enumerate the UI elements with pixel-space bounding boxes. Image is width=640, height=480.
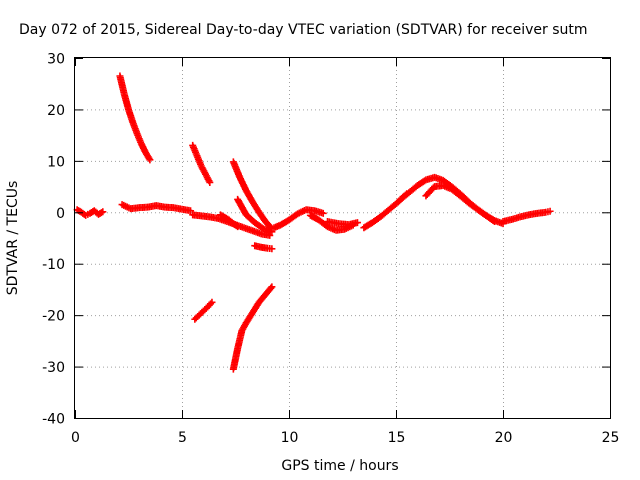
series-arc-14 — [324, 218, 361, 229]
data-point — [319, 209, 327, 217]
y-tick-label: -40 — [42, 412, 65, 428]
data-point — [267, 284, 275, 292]
data-point — [232, 222, 240, 230]
data-point — [187, 207, 195, 215]
series-arc-1 — [73, 206, 107, 219]
data-point — [268, 245, 276, 253]
y-tick-label: 20 — [47, 103, 65, 119]
series-arc-16 — [396, 173, 498, 226]
series-arc-18 — [499, 207, 554, 226]
data-point — [546, 207, 554, 215]
x-axis-title: GPS time / hours — [281, 458, 398, 474]
series-arc-8 — [229, 158, 276, 233]
data-point — [353, 219, 361, 227]
data-point — [234, 223, 242, 231]
data-point — [146, 156, 154, 164]
x-tick-label: 5 — [178, 430, 187, 446]
y-tick-label: -20 — [42, 309, 65, 325]
grid-layer — [75, 58, 610, 418]
series-arc-2 — [116, 72, 154, 164]
series-arc-7 — [217, 211, 242, 231]
x-tick-label: 15 — [388, 430, 406, 446]
data-point — [489, 216, 497, 224]
data-point — [97, 209, 105, 217]
data-point — [145, 154, 153, 162]
data-point — [206, 178, 214, 186]
y-tick-label: 0 — [56, 206, 65, 222]
data-layer — [73, 72, 554, 373]
data-point — [268, 283, 276, 291]
series-arc-6 — [191, 298, 216, 323]
data-point — [421, 177, 429, 185]
tick-layer: -40 -30 -20 -10 0 10 20 30 0 5 10 15 20 25 — [42, 52, 619, 447]
series-arc-9 — [234, 195, 276, 236]
series-arc-4 — [189, 141, 214, 186]
y-tick-label: -30 — [42, 360, 65, 376]
series-arc-12 — [270, 206, 327, 232]
series-arc-3 — [118, 201, 195, 215]
x-tick-label: 20 — [495, 430, 513, 446]
x-tick-label: 10 — [281, 430, 299, 446]
y-axis-title: SDTVAR / TECUs — [5, 181, 21, 296]
x-tick-label: 0 — [71, 430, 80, 446]
series-arc-17 — [422, 182, 507, 228]
data-point — [268, 228, 276, 236]
data-point — [208, 298, 216, 306]
series-arc-11 — [251, 242, 276, 253]
y-tick-label: 10 — [47, 154, 65, 170]
chart-title: Day 072 of 2015, Sidereal Day-to-day VTE… — [19, 22, 588, 38]
y-tick-label: -10 — [42, 257, 65, 273]
series-arc-10 — [229, 283, 276, 373]
data-point — [99, 208, 107, 216]
x-tick-label: 25 — [602, 430, 620, 446]
y-tick-label: 30 — [47, 52, 65, 68]
plot-frame — [74, 57, 611, 419]
